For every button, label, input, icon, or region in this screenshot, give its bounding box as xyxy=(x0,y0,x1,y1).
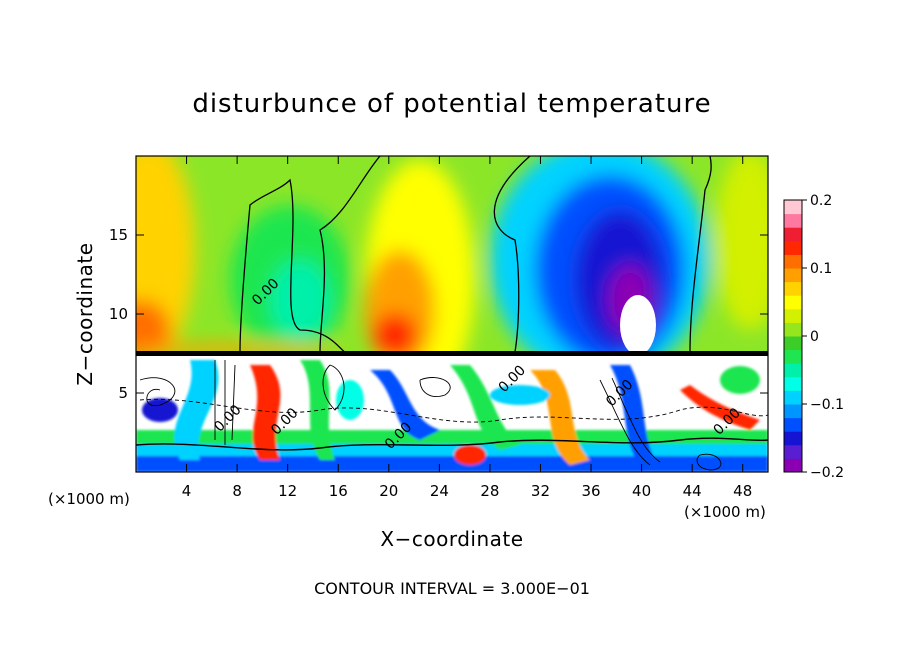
turbulent-eddy-2 xyxy=(336,380,364,420)
lower-contour-6 xyxy=(696,453,722,471)
y-tick-label: 15 xyxy=(109,226,128,244)
plot-area: 0.000.00 0.00 0.000.00 0.000.00 xyxy=(136,156,768,472)
colorbar-swatch xyxy=(784,281,802,296)
lower-contour-1 xyxy=(139,377,176,407)
x-tick-label: 12 xyxy=(278,482,297,500)
colorbar-swatch xyxy=(784,322,802,337)
turbulent-eddy-4 xyxy=(720,366,760,394)
colorbar-tick-label: −0.1 xyxy=(810,397,844,413)
zero-contour-left xyxy=(239,178,346,353)
lower-contour-dashed xyxy=(139,398,768,423)
layer-boundary xyxy=(136,351,768,356)
x-tick-label: 16 xyxy=(329,482,348,500)
colorbar-swatch xyxy=(784,431,802,446)
lower-green-band xyxy=(136,430,768,444)
lower-contour-zero xyxy=(136,437,768,451)
colorbar-swatch xyxy=(784,254,802,269)
colorbar-swatch xyxy=(784,404,802,419)
colorbar-swatch xyxy=(784,336,802,351)
x-tick-label: 8 xyxy=(232,482,242,500)
turbulent-plume-1 xyxy=(174,360,219,460)
turbulent-eddy-5 xyxy=(454,445,486,465)
lower-contour-5 xyxy=(599,377,661,466)
turbulent-plume-2 xyxy=(250,365,281,460)
turbulent-plume-4 xyxy=(370,370,440,440)
colorbar-swatch xyxy=(784,417,802,432)
lower-cyan-band xyxy=(136,444,768,456)
y-tick-label: 5 xyxy=(118,384,128,402)
colorbar-swatch xyxy=(784,444,802,459)
upper-field-blobs xyxy=(136,156,768,400)
warm-region-right xyxy=(715,156,768,330)
turbulent-plume-7 xyxy=(610,365,655,465)
x-unit-left: (×1000 m) xyxy=(48,490,130,508)
colorbar-tick-label: 0.1 xyxy=(810,261,832,277)
x-tick-label: 32 xyxy=(531,482,550,500)
turbulent-eddy-1 xyxy=(142,398,178,422)
colorbar-swatch xyxy=(784,240,802,255)
y-axis-label: Z−coordinate xyxy=(73,242,97,385)
turbulent-eddy-3 xyxy=(490,385,550,405)
upper-zero-contours xyxy=(239,156,712,353)
lower-field-structures xyxy=(136,360,768,472)
x-tick-label: 20 xyxy=(379,482,398,500)
x-tick-label: 48 xyxy=(733,482,752,500)
x-tick-label: 24 xyxy=(430,482,449,500)
colorbar: 0.2 0.1 0 −0.1 −0.2 xyxy=(783,193,844,481)
x-axis-label: X−coordinate xyxy=(380,527,523,551)
lower-contour-2 xyxy=(214,360,236,445)
x-axis: 4 8 12 16 20 24 28 32 36 40 44 48 xyxy=(182,156,752,500)
zero-contour-right xyxy=(493,156,531,353)
x-tick-label: 40 xyxy=(632,482,651,500)
cool-region-left-core xyxy=(270,260,330,340)
colorbar-swatch xyxy=(784,458,802,473)
zero-contour-mid xyxy=(319,156,381,353)
colorbar-swatch xyxy=(784,308,802,323)
colorbar-swatch xyxy=(784,349,802,364)
zero-contour-far-right xyxy=(689,156,712,353)
y-axis: 5 10 15 xyxy=(109,226,768,402)
colorbar-tick-label: −0.2 xyxy=(810,465,844,481)
lower-contour-3 xyxy=(322,364,345,411)
colorbar-swatch xyxy=(784,390,802,405)
lower-contours xyxy=(136,360,768,471)
colorbar-swatch xyxy=(784,268,802,283)
x-tick-label: 36 xyxy=(581,482,600,500)
colorbar-swatch xyxy=(784,200,802,215)
colorbar-swatch xyxy=(784,376,802,391)
x-unit-right: (×1000 m) xyxy=(684,503,766,521)
turbulent-plume-5 xyxy=(450,365,520,450)
x-tick-label: 28 xyxy=(480,482,499,500)
x-tick-label: 44 xyxy=(683,482,702,500)
warm-region-center-core xyxy=(373,313,417,357)
colorbar-swatch xyxy=(784,295,802,310)
colorbar-swatch xyxy=(784,363,802,378)
contour-interval-note: CONTOUR INTERVAL = 3.000E−01 xyxy=(314,579,590,598)
turbulent-plume-8 xyxy=(680,385,760,430)
colorbar-swatch xyxy=(784,213,802,228)
lower-contour-4 xyxy=(419,377,451,397)
lower-blue-band xyxy=(136,456,768,472)
colorbar-swatch xyxy=(784,227,802,242)
white-plume xyxy=(620,295,656,355)
colorbar-tick-label: 0.2 xyxy=(810,193,832,209)
colorbar-tick-label: 0 xyxy=(810,329,819,345)
x-tick-label: 4 xyxy=(182,482,192,500)
chart-title: disturbunce of potential temperature xyxy=(192,89,711,119)
y-tick-label: 10 xyxy=(109,305,128,323)
